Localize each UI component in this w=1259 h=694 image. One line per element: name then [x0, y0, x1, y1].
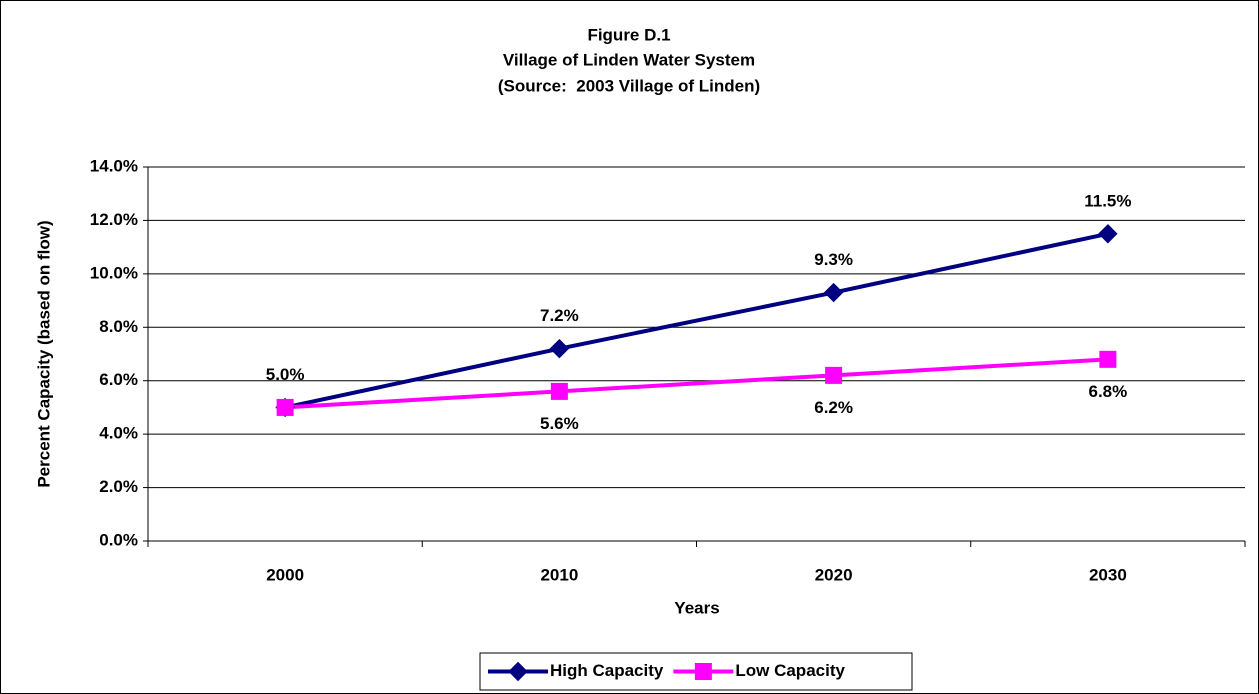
series-line [284, 231, 1109, 410]
y-axis-label: Percent Capacity (based on flow) [34, 220, 53, 487]
legend-label: Low Capacity [735, 661, 845, 680]
data-label: 9.3% [814, 250, 853, 269]
legend-marker [694, 663, 712, 680]
x-axis-label: Years [674, 598, 719, 617]
data-label: 11.5% [1084, 191, 1131, 210]
y-tick-label: 8.0% [99, 317, 138, 336]
x-tick-label: 2030 [1089, 565, 1127, 584]
data-point [549, 338, 570, 359]
y-tick-label: 0.0% [99, 530, 138, 549]
x-tick-label: 2010 [540, 565, 578, 584]
legend-marker [508, 661, 528, 682]
data-point [276, 398, 294, 416]
x-tick-label: 2020 [815, 565, 853, 584]
x-tick-label: 2000 [266, 565, 304, 584]
y-tick-label: 6.0% [99, 370, 138, 389]
data-label: 6.8% [1089, 382, 1128, 401]
series-line [285, 357, 1108, 410]
data-label: 5.6% [540, 414, 579, 433]
data-point [825, 366, 843, 384]
legend-label: High Capacity [550, 661, 664, 680]
y-tick-label: 10.0% [90, 263, 138, 282]
data-label: 6.2% [814, 398, 853, 417]
y-tick-label: 12.0% [90, 210, 138, 229]
data-point [823, 282, 844, 303]
y-tick-label: 2.0% [99, 477, 138, 496]
chart-title: Village of Linden Water System [503, 50, 755, 69]
data-point [550, 382, 568, 400]
data-point [1099, 350, 1117, 368]
chart-title: Figure D.1 [587, 25, 670, 44]
y-tick-label: 4.0% [99, 424, 138, 443]
chart-title: (Source: 2003 Village of Linden) [498, 76, 760, 95]
data-label: 7.2% [540, 306, 579, 325]
data-point [1098, 224, 1118, 244]
data-label: 5.0% [266, 365, 305, 384]
y-tick-label: 14.0% [90, 156, 138, 175]
